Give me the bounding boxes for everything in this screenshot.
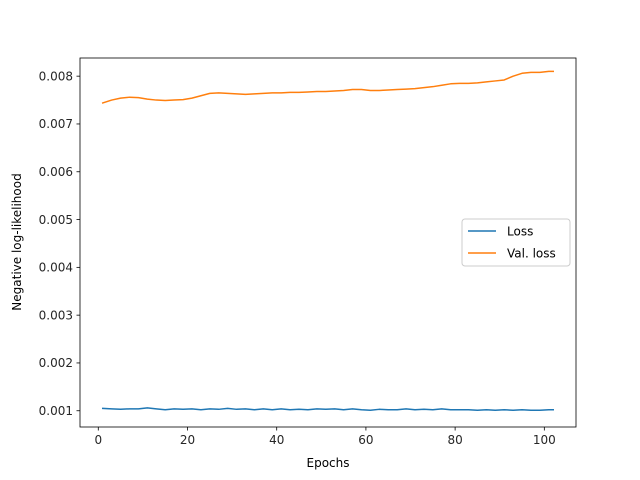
x-tick-label: 0 (94, 433, 102, 447)
x-tick-label: 100 (533, 433, 556, 447)
y-tick-label: 0.002 (39, 356, 73, 370)
y-tick-label: 0.008 (39, 69, 73, 83)
y-tick-label: 0.001 (39, 404, 73, 418)
x-tick-label: 20 (180, 433, 195, 447)
x-tick-label: 60 (358, 433, 373, 447)
x-axis-label: Epochs (307, 456, 350, 470)
legend: Loss Val. loss (461, 218, 571, 267)
axes-layer: 0 20 40 60 80 100 0.001 0.002 0.003 0.004 0.005 0.0… (39, 57, 577, 447)
series-line-loss (101, 407, 554, 412)
x-tick-label: 40 (269, 433, 284, 447)
y-tick-label: 0.005 (39, 213, 73, 227)
series-layer (101, 70, 554, 412)
series-line-val-loss (101, 70, 554, 104)
y-axis-label: Negative log-likelihood (10, 173, 24, 310)
y-tick-label: 0.003 (39, 308, 73, 322)
x-tick-label: 80 (447, 433, 462, 447)
y-tick-label: 0.007 (39, 117, 73, 131)
legend-label-loss: Loss (507, 225, 533, 239)
legend-label-val-loss: Val. loss (507, 247, 556, 261)
axes-frame (79, 57, 577, 428)
y-tick-label: 0.004 (39, 261, 73, 275)
y-tick-label: 0.006 (39, 165, 73, 179)
